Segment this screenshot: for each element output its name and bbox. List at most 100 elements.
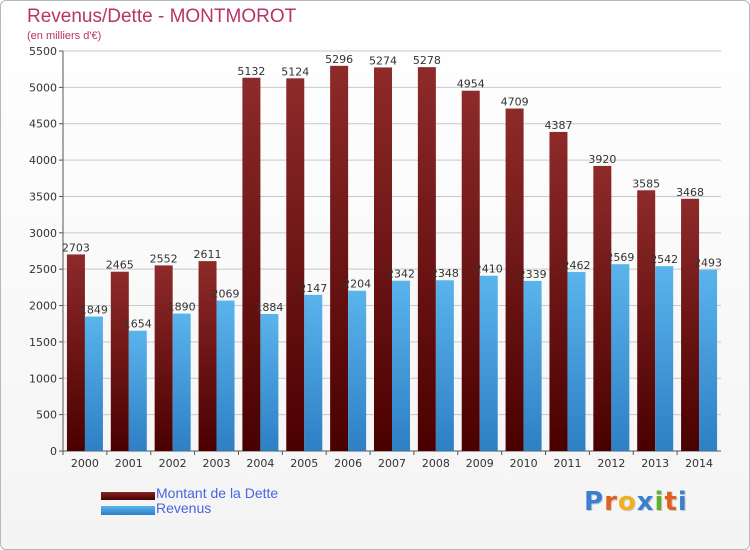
revenue-bar [435, 280, 454, 451]
y-tick-label: 5500 [29, 45, 57, 58]
y-tick-label: 500 [36, 409, 57, 422]
revenue-bar [348, 290, 367, 451]
legend-swatch-dette [101, 491, 155, 500]
bars [66, 65, 718, 452]
debt-value-label: 3468 [676, 186, 704, 199]
logo-letter: t [664, 487, 678, 517]
legend-swatch-revenus [101, 506, 155, 515]
revenue-value-label: 2342 [387, 268, 415, 281]
debt-bar [505, 108, 524, 451]
x-tick-label: 2013 [641, 457, 669, 470]
x-tick-label: 2010 [510, 457, 538, 470]
y-tick-label: 1000 [29, 372, 57, 385]
debt-value-label: 3920 [588, 153, 616, 166]
revenue-bar [216, 300, 235, 451]
debt-value-label: 2552 [150, 252, 178, 265]
debt-bar [286, 78, 305, 451]
y-tick-label: 1500 [29, 336, 57, 349]
debt-bar [198, 261, 217, 451]
y-tick-label: 5000 [29, 81, 57, 94]
debt-value-label: 5278 [413, 54, 441, 67]
revenue-bar [260, 313, 279, 451]
x-tick-label: 2005 [290, 457, 318, 470]
x-tick-label: 2011 [553, 457, 581, 470]
revenue-value-label: 2410 [475, 263, 503, 276]
revenue-value-label: 2348 [431, 267, 459, 280]
x-tick-label: 2014 [685, 457, 713, 470]
chart-title: Revenus/Dette - MONTMOROT [27, 6, 297, 27]
y-tick-label: 0 [50, 445, 57, 458]
debt-bar [681, 198, 700, 451]
debt-value-label: 2465 [106, 259, 134, 272]
debt-value-label: 2611 [194, 248, 222, 261]
revenue-value-label: 1654 [124, 318, 152, 331]
logo-letter: i [677, 487, 688, 517]
revenue-value-label: 2493 [694, 257, 722, 270]
revenue-bar [523, 280, 542, 451]
debt-bar [637, 190, 656, 452]
logo-letter: P [584, 487, 605, 517]
x-tick-label: 2008 [422, 457, 450, 470]
debt-bar [66, 254, 85, 451]
chart-subtitle: (en milliers d'€) [27, 30, 102, 42]
revenue-bar [611, 264, 630, 451]
x-tick-label: 2004 [246, 457, 274, 470]
y-tick-label: 2000 [29, 300, 57, 313]
revenue-value-label: 2542 [650, 253, 678, 266]
revenue-bar [172, 313, 191, 451]
x-tick-label: 2003 [203, 457, 231, 470]
proxiti-logo: Proxiti [584, 487, 688, 517]
revenue-value-label: 1884 [255, 301, 283, 314]
debt-bar [374, 67, 392, 451]
legend-label-revenus: Revenus [156, 500, 212, 516]
revenue-bar [699, 269, 718, 451]
debt-bar [549, 131, 568, 452]
revenue-value-label: 1849 [80, 304, 108, 317]
debt-value-label: 5274 [369, 54, 397, 67]
debt-value-label: 4387 [544, 119, 572, 132]
revenue-value-label: 2462 [562, 259, 590, 272]
revenue-bar [567, 271, 586, 451]
revenue-bar [84, 316, 103, 451]
legend-label-dette: Montant de la Dette [156, 485, 279, 501]
debt-value-label: 2703 [62, 241, 90, 254]
debt-value-label: 4954 [457, 78, 485, 91]
revenue-value-label: 2339 [519, 268, 547, 281]
debt-bar [242, 77, 261, 451]
debt-value-label: 5132 [237, 65, 265, 78]
debt-bar [110, 271, 129, 451]
revenue-value-label: 1890 [168, 301, 196, 314]
revenue-bar [479, 275, 498, 451]
y-tick-label: 4500 [29, 118, 57, 131]
x-tick-label: 2012 [597, 457, 625, 470]
revenue-value-label: 2147 [299, 282, 327, 295]
logo-letter: x [636, 487, 655, 517]
x-tick-label: 2007 [378, 457, 406, 470]
revenue-bar [128, 330, 147, 451]
debt-value-label: 5124 [281, 65, 309, 78]
data-labels: 2703 1849 2465 1654 2552 1890 2611 2069 5132 1884… [62, 53, 722, 331]
x-tick-label: 2006 [334, 457, 362, 470]
debt-bar [461, 90, 480, 451]
debt-bar [154, 265, 173, 451]
x-tick-label: 2009 [466, 457, 494, 470]
revenue-bar [655, 266, 674, 451]
debt-value-label: 5296 [325, 53, 353, 66]
debt-bar [417, 67, 436, 452]
revenue-value-label: 2204 [343, 278, 371, 291]
revenue-value-label: 2069 [212, 288, 240, 301]
axes: 0 500 1000 1500 2000 2500 3000 3500 4000 4500 5000… [29, 45, 721, 470]
revenue-bar [304, 294, 323, 451]
debt-bar [330, 65, 349, 451]
y-tick-label: 3000 [29, 227, 57, 240]
debt-value-label: 3585 [632, 177, 660, 190]
revenue-bar [392, 280, 410, 451]
y-tick-label: 3500 [29, 190, 57, 203]
revenue-value-label: 2569 [606, 251, 634, 264]
debt-bar [593, 165, 612, 451]
logo-letter: r [604, 487, 618, 517]
x-tick-label: 2001 [115, 457, 143, 470]
y-tick-label: 4000 [29, 154, 57, 167]
